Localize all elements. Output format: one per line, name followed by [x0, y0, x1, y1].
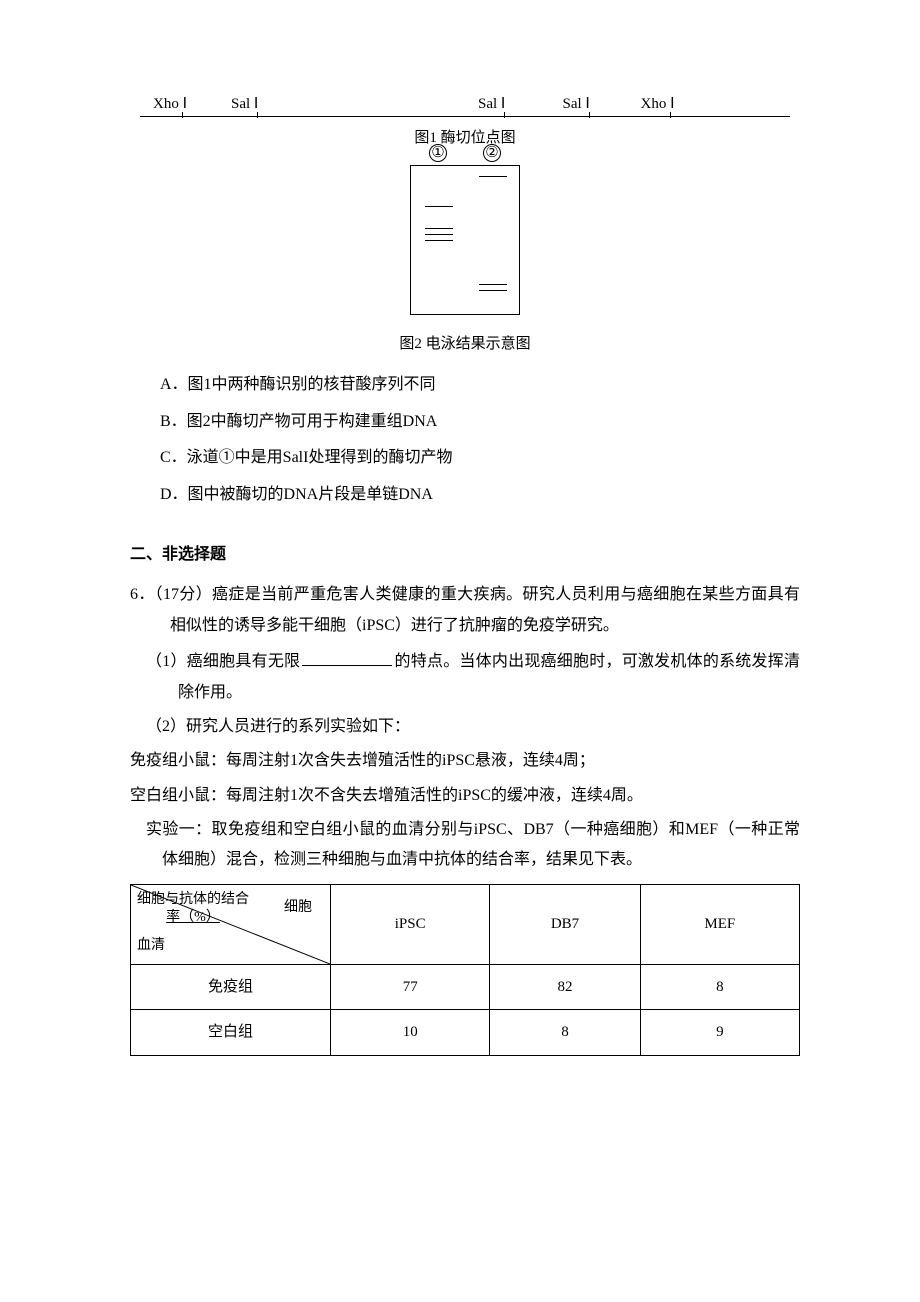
- q6-immune-line: 免疫组小鼠：每周注射1次含失去增殖活性的iPSC悬液，连续4周；: [130, 746, 800, 776]
- gel-band: [425, 228, 453, 230]
- enzyme-site-label: Sal Ⅰ: [478, 90, 505, 119]
- figure1-caption: 图1 酶切位点图: [130, 124, 800, 153]
- option-a: A．图1中两种酶识别的核苷酸序列不同: [160, 370, 800, 400]
- row-label: 空白组: [131, 1010, 331, 1056]
- answer-options: A．图1中两种酶识别的核苷酸序列不同 B．图2中酶切产物可用于构建重组DNA C…: [160, 370, 800, 510]
- gel-band: [479, 176, 507, 178]
- figure1: Xho Ⅰ Sal Ⅰ Sal Ⅰ Sal Ⅰ Xho Ⅰ 图1 酶切位点图: [130, 90, 800, 153]
- enzyme-site-label: Sal Ⅰ: [563, 90, 590, 119]
- diag-bottom-label: 血清: [137, 933, 165, 960]
- enzyme-cut-map: Xho Ⅰ Sal Ⅰ Sal Ⅰ Sal Ⅰ Xho Ⅰ: [140, 90, 790, 120]
- enzyme-site-label: Sal Ⅰ: [231, 90, 258, 119]
- cell: 10: [331, 1010, 490, 1056]
- lane-label-2: ②: [483, 144, 501, 162]
- option-c: C．泳道①中是用SalI处理得到的酶切产物: [160, 443, 800, 473]
- gel-band: [425, 234, 453, 236]
- table-row: 空白组 10 8 9: [131, 1010, 800, 1056]
- col-header: iPSC: [331, 884, 490, 964]
- cell: 9: [640, 1010, 799, 1056]
- figure2: ① ② 图2 电泳结果示意图: [130, 165, 800, 359]
- cell: 8: [640, 964, 799, 1010]
- row-label: 免疫组: [131, 964, 331, 1010]
- q6-sub1: （1）癌细胞具有无限的特点。当体内出现癌细胞时，可激发机体的系统发挥清除作用。: [146, 647, 800, 708]
- gel-band: [425, 240, 453, 242]
- cell: 8: [490, 1010, 640, 1056]
- col-header: DB7: [490, 884, 640, 964]
- enzyme-site-tick: [504, 112, 505, 118]
- section-heading: 二、非选择题: [130, 540, 800, 570]
- gel-band: [425, 206, 453, 208]
- q6-stem: 6．（17分）癌症是当前严重危害人类健康的重大疾病。研究人员利用与癌细胞在某些方…: [170, 580, 800, 641]
- enzyme-site-tick: [589, 112, 590, 118]
- enzyme-site-tick: [257, 112, 258, 118]
- enzyme-site-tick: [670, 112, 671, 118]
- option-d: D．图中被酶切的DNA片段是单链DNA: [160, 480, 800, 510]
- table-header-row: 细胞与抗体的结合 率（%） 细胞 血清 iPSC DB7 MEF: [131, 884, 800, 964]
- q6-sub1-pre: （1）癌细胞具有无限: [146, 653, 300, 670]
- diag-right-label: 细胞: [284, 895, 312, 922]
- table-row: 免疫组 77 82 8: [131, 964, 800, 1010]
- q6-sub2: （2）研究人员进行的系列实验如下：: [146, 712, 800, 742]
- gel-band: [479, 284, 507, 286]
- result-table: 细胞与抗体的结合 率（%） 细胞 血清 iPSC DB7 MEF 免疫组 77 …: [130, 884, 800, 1056]
- diagonal-header-cell: 细胞与抗体的结合 率（%） 细胞 血清: [131, 884, 331, 964]
- q6-blank-line: 空白组小鼠：每周注射1次不含失去增殖活性的iPSC的缓冲液，连续4周。: [130, 781, 800, 811]
- enzyme-site-tick: [182, 112, 183, 118]
- fill-blank: [302, 650, 392, 666]
- gel-box: ① ②: [410, 165, 520, 315]
- cell: 82: [490, 964, 640, 1010]
- figure2-caption: 图2 电泳结果示意图: [130, 330, 800, 359]
- col-header: MEF: [640, 884, 799, 964]
- q6-exp1: 实验一：取免疫组和空白组小鼠的血清分别与iPSC、DB7（一种癌细胞）和MEF（…: [162, 815, 800, 876]
- lane-label-1: ①: [429, 144, 447, 162]
- option-b: B．图2中酶切产物可用于构建重组DNA: [160, 407, 800, 437]
- gel-band: [479, 290, 507, 292]
- diag-top-label: 细胞与抗体的结合 率（%）: [137, 891, 249, 927]
- cell: 77: [331, 964, 490, 1010]
